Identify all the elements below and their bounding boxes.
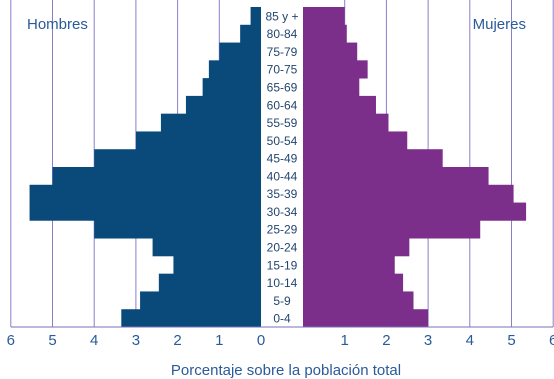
bar-mujeres-10-14	[303, 273, 404, 292]
bar-mujeres-80-84	[303, 24, 347, 43]
x-tick-label: 6	[7, 332, 15, 349]
bar-hombres-85 y +	[250, 7, 261, 26]
bar-hombres-70-75	[208, 60, 261, 79]
bar-mujeres-55-59	[303, 113, 389, 132]
bar-mujeres-30-34	[303, 202, 527, 221]
bar-mujeres-85 y +	[303, 7, 345, 26]
bar-hombres-15-19	[173, 255, 261, 275]
age-label-55-59: 55-59	[267, 116, 298, 130]
age-label-80-84: 80-84	[267, 27, 298, 41]
age-label-15-19: 15-19	[267, 258, 298, 272]
age-label-75-79: 75-79	[267, 45, 298, 59]
bar-mujeres-0-4	[303, 309, 429, 328]
bar-hombres-20-24	[152, 238, 261, 257]
bars	[29, 7, 527, 328]
age-label-45-49: 45-49	[267, 152, 298, 166]
x-axis: 6 5 4 3 2 1 0 1 2 3 4 5 6	[7, 326, 554, 349]
x-tick-label: 5	[507, 332, 515, 349]
bar-mujeres-60-64	[303, 95, 376, 115]
x-tick-label: 2	[382, 332, 390, 349]
bar-hombres-30-34	[29, 202, 261, 221]
bar-hombres-60-64	[185, 95, 261, 115]
age-label-65-69: 65-69	[267, 81, 298, 95]
age-labels: 0-4 5-9 10-14 15-19 20-24 25-29 30-34 35-39 40-4…	[265, 9, 298, 325]
legend-mujeres: Mujeres	[473, 16, 526, 33]
x-tick-label: 4	[90, 332, 98, 349]
age-label-10-14: 10-14	[267, 276, 298, 290]
age-label-70-75: 70-75	[267, 63, 298, 77]
bar-hombres-35-39	[29, 184, 261, 203]
age-label-30-34: 30-34	[267, 205, 298, 219]
bar-hombres-50-54	[135, 131, 261, 150]
age-label-40-44: 40-44	[267, 169, 298, 183]
x-tick-label: 3	[132, 332, 140, 349]
bar-hombres-75-79	[219, 42, 261, 61]
x-tick-label: 1	[215, 332, 223, 349]
bar-mujeres-40-44	[303, 167, 489, 186]
bar-hombres-80-84	[240, 24, 261, 43]
x-tick-label: 3	[424, 332, 432, 349]
age-label-50-54: 50-54	[267, 134, 298, 148]
bar-mujeres-70-75	[303, 60, 368, 79]
bar-mujeres-15-19	[303, 255, 395, 275]
legend-hombres: Hombres	[27, 16, 88, 33]
x-tick-label: 0	[257, 332, 265, 349]
bar-hombres-40-44	[52, 167, 261, 186]
age-label-35-39: 35-39	[267, 187, 298, 201]
bar-hombres-0-4	[121, 309, 262, 328]
x-tick-label: 5	[48, 332, 56, 349]
bar-mujeres-45-49	[303, 149, 443, 168]
age-label-25-29: 25-29	[267, 223, 298, 237]
x-tick-label: 4	[466, 332, 474, 349]
x-tick-label: 6	[549, 332, 554, 349]
bar-hombres-55-59	[160, 113, 261, 132]
age-label-5-9: 5-9	[273, 294, 291, 308]
bar-mujeres-35-39	[303, 184, 514, 203]
bar-mujeres-25-29	[303, 220, 481, 239]
x-tick-label: 1	[341, 332, 349, 349]
bar-mujeres-65-69	[303, 78, 360, 97]
bar-hombres-5-9	[140, 291, 261, 310]
bar-mujeres-75-79	[303, 42, 358, 61]
bar-mujeres-20-24	[303, 238, 410, 257]
age-label-20-24: 20-24	[267, 241, 298, 255]
age-label-85 y +: 85 y +	[265, 9, 298, 23]
bar-hombres-10-14	[158, 273, 261, 292]
x-tick-label: 2	[173, 332, 181, 349]
bar-mujeres-5-9	[303, 291, 414, 310]
bar-hombres-45-49	[94, 149, 261, 168]
age-label-0-4: 0-4	[273, 312, 291, 326]
bar-hombres-25-29	[94, 220, 261, 239]
bar-mujeres-50-54	[303, 131, 408, 150]
age-label-60-64: 60-64	[267, 98, 298, 112]
bar-hombres-65-69	[202, 78, 261, 97]
x-axis-label: Porcentaje sobre la población total	[171, 362, 401, 379]
